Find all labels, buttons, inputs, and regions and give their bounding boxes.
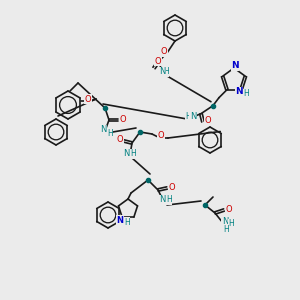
Text: H: H xyxy=(163,68,169,76)
Text: O: O xyxy=(158,130,164,140)
Text: N: N xyxy=(231,61,239,70)
Text: H: H xyxy=(130,149,136,158)
Text: H: H xyxy=(124,218,130,226)
Text: N: N xyxy=(123,149,129,158)
Text: N: N xyxy=(117,216,124,225)
Text: H: H xyxy=(243,89,249,98)
Text: O: O xyxy=(161,47,167,56)
Text: N: N xyxy=(190,112,196,121)
Text: N: N xyxy=(100,125,106,134)
Text: O: O xyxy=(169,182,175,191)
Text: H: H xyxy=(107,128,113,137)
Text: O: O xyxy=(85,94,91,103)
Text: N: N xyxy=(159,68,165,76)
Text: N: N xyxy=(159,196,165,205)
Text: H: H xyxy=(166,196,172,205)
Text: H: H xyxy=(228,220,234,229)
Text: N: N xyxy=(235,87,243,96)
Text: O: O xyxy=(155,56,161,65)
Text: H: H xyxy=(185,112,191,121)
Text: O: O xyxy=(226,205,232,214)
Text: H: H xyxy=(223,224,229,233)
Text: N: N xyxy=(222,217,228,226)
Text: O: O xyxy=(120,115,126,124)
Text: O: O xyxy=(117,134,123,143)
Text: O: O xyxy=(205,116,211,125)
